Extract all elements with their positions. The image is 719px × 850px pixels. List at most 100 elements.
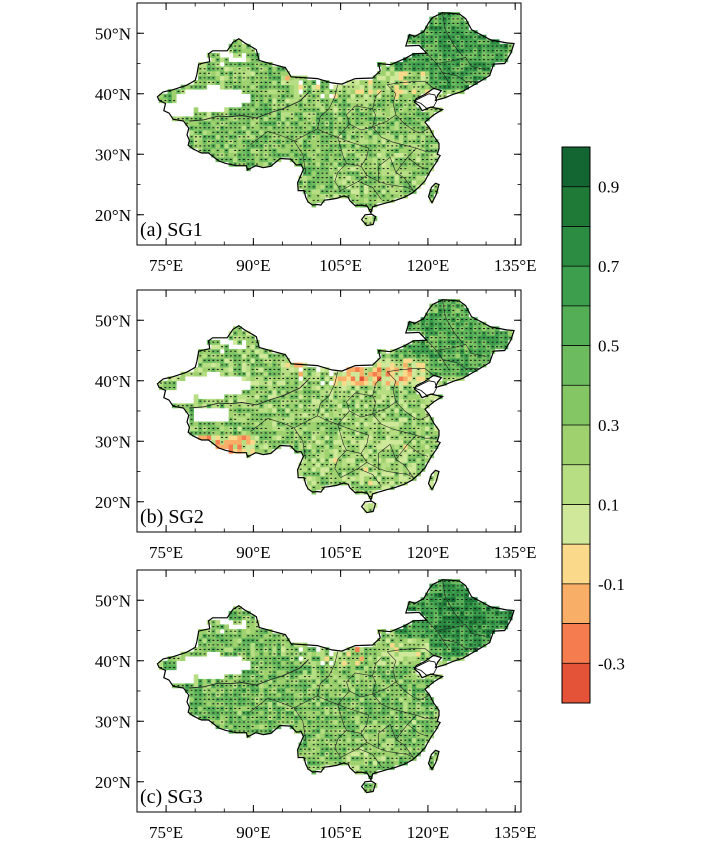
grid-cell [390, 710, 395, 716]
grid-cell [342, 439, 347, 445]
grid-cell [171, 93, 177, 99]
grid-cell [381, 421, 387, 427]
grid-cell [420, 120, 426, 126]
grid-cell [320, 457, 325, 463]
significance-dots [159, 13, 512, 224]
grid-cell [250, 344, 256, 350]
lat-tick-label: 20°N [95, 206, 131, 225]
grid-cell [390, 656, 395, 662]
panel-label: (b) SG2 [140, 506, 204, 528]
grid-cell [237, 444, 243, 450]
grid-cell [429, 485, 435, 490]
grid-cell [302, 719, 308, 725]
grid-cell [442, 660, 448, 666]
boundaries [156, 299, 515, 514]
grid-cell [337, 651, 343, 657]
grid-cell [219, 84, 225, 90]
grid-cell [398, 642, 404, 648]
grid-cell [355, 674, 360, 680]
grid-cell [464, 344, 469, 350]
grid-cell [311, 457, 317, 463]
grid-cell [394, 367, 400, 372]
grid-cell [385, 362, 391, 368]
grid-cell [337, 439, 343, 445]
grid-cell [390, 125, 395, 131]
grid-cell [294, 89, 299, 95]
grid-cell [411, 412, 417, 418]
grid-cell [320, 439, 325, 445]
grid-cell [429, 111, 435, 117]
grid-cell [425, 444, 430, 450]
grid-cell [294, 701, 299, 707]
grid-cell [193, 120, 199, 126]
grid-cell [228, 130, 234, 135]
grid-cell [398, 417, 404, 422]
grid-cell [158, 660, 164, 666]
grid-cell [420, 733, 426, 739]
grid-cell [368, 692, 373, 698]
grid-cell [346, 480, 352, 486]
grid-cell [377, 358, 382, 363]
grid-cell [355, 89, 360, 95]
grid-cell [350, 139, 356, 144]
grid-cell [259, 367, 264, 372]
grid-cell [228, 412, 234, 418]
grid-cell [294, 362, 299, 368]
grid-cell [394, 152, 400, 158]
grid-cell [193, 371, 199, 377]
grid-cell [407, 746, 413, 752]
grid-cell [381, 457, 387, 463]
grid-cell [390, 651, 395, 657]
grid-cell [215, 435, 221, 441]
grid-cell [403, 358, 408, 363]
grid-cell [228, 152, 234, 158]
grid-cell [403, 71, 408, 76]
grid-cell [241, 448, 247, 454]
grid-cell [363, 426, 369, 431]
grid-cell [363, 380, 369, 386]
grid-cell [281, 389, 286, 395]
grid-cell [311, 660, 317, 666]
grid-cell [254, 125, 260, 131]
province-boundary [346, 450, 362, 454]
grid-cell [241, 706, 247, 711]
grid-cell [416, 179, 421, 185]
grid-cell [385, 683, 391, 689]
grid-cell [294, 426, 299, 431]
grid-cell [263, 683, 269, 689]
grid-cell [211, 687, 216, 693]
grid-cell [311, 417, 317, 422]
grid-cell [259, 683, 264, 689]
grid-cell [259, 638, 264, 643]
province-boundary [372, 84, 397, 128]
grid-cell [294, 107, 299, 113]
grid-cell [237, 448, 243, 454]
grid-cell [346, 756, 352, 761]
grid-cell [320, 107, 325, 113]
grid-cell [272, 417, 277, 422]
grid-cell [368, 421, 373, 427]
grid-cell [276, 417, 282, 422]
grid-cell [377, 367, 382, 372]
grid-cell [403, 476, 408, 481]
grid-cell [377, 380, 382, 386]
grid-cell [346, 111, 352, 117]
grid-cell [294, 98, 299, 104]
grid-cell [372, 746, 378, 752]
grid-cell [267, 421, 273, 427]
grid-cell [381, 161, 387, 167]
grid-cell [390, 107, 395, 113]
grid-cell [390, 71, 395, 76]
grid-cell [381, 376, 387, 382]
grid-cell [377, 444, 382, 450]
grid-cell [302, 669, 308, 675]
grid-cell [403, 457, 408, 463]
grid-cell [202, 353, 208, 359]
grid-cell [359, 389, 365, 395]
grid-cell [381, 439, 387, 445]
grid-cell [359, 669, 365, 675]
grid-cell [337, 398, 343, 404]
grid-cell [398, 476, 404, 481]
grid-cell [363, 102, 369, 108]
grid-cell [398, 134, 404, 140]
